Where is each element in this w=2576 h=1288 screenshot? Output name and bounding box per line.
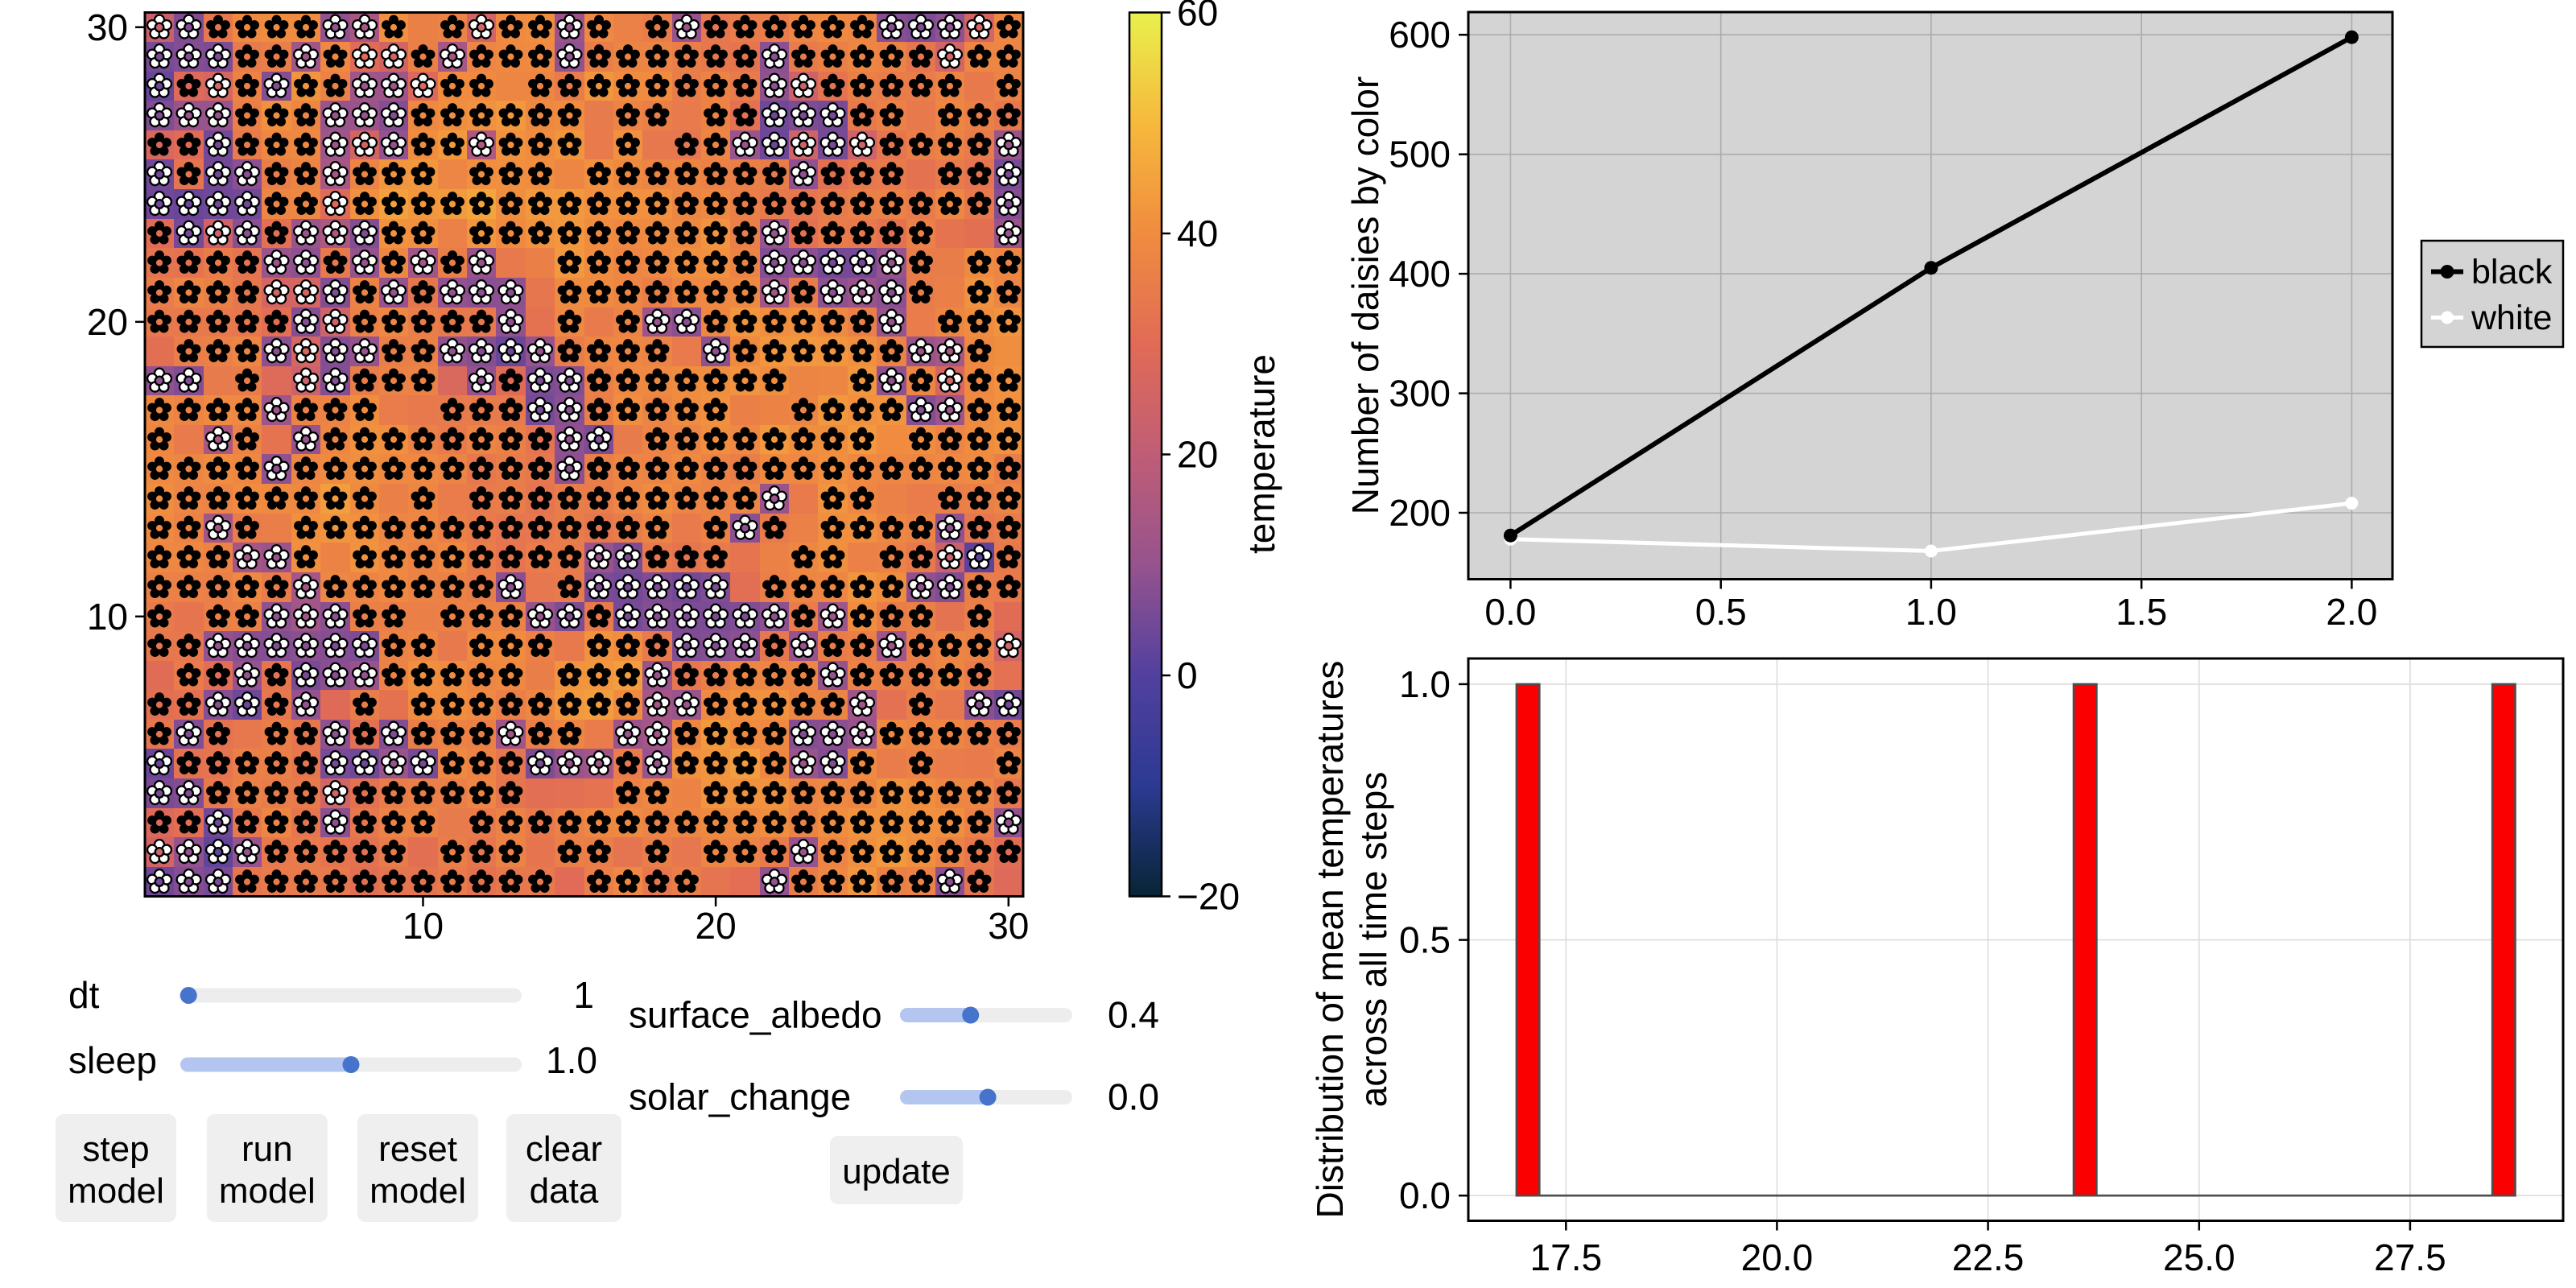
svg-text:−20: −20 xyxy=(1177,876,1240,918)
svg-text:25.0: 25.0 xyxy=(2163,1236,2235,1278)
svg-text:Distribution of mean temperatu: Distribution of mean temperatures xyxy=(1309,661,1351,1219)
svg-text:0.4: 0.4 xyxy=(1108,994,1159,1036)
svg-text:update: update xyxy=(842,1152,951,1191)
svg-text:0.0: 0.0 xyxy=(1399,1174,1451,1216)
svg-text:1.5: 1.5 xyxy=(2116,591,2167,633)
svg-text:clear: clear xyxy=(526,1129,602,1169)
svg-text:40: 40 xyxy=(1177,213,1218,254)
svg-text:model: model xyxy=(369,1171,466,1211)
svg-text:1.0: 1.0 xyxy=(1399,663,1451,705)
svg-text:reset: reset xyxy=(378,1129,457,1169)
svg-text:black: black xyxy=(2471,253,2553,291)
svg-text:1: 1 xyxy=(573,974,594,1016)
svg-text:60: 60 xyxy=(1177,0,1218,34)
svg-text:dt: dt xyxy=(68,974,100,1016)
svg-text:10: 10 xyxy=(87,596,128,638)
svg-text:20: 20 xyxy=(87,301,128,343)
svg-text:model: model xyxy=(68,1171,164,1211)
svg-text:600: 600 xyxy=(1389,14,1451,56)
svg-text:1.0: 1.0 xyxy=(546,1039,597,1081)
svg-text:1.0: 1.0 xyxy=(1905,591,1957,633)
svg-text:17.5: 17.5 xyxy=(1530,1236,1603,1278)
svg-text:across all time steps: across all time steps xyxy=(1352,772,1394,1108)
svg-text:surface_albedo: surface_albedo xyxy=(629,994,882,1036)
svg-text:0.5: 0.5 xyxy=(1399,919,1451,961)
svg-text:200: 200 xyxy=(1389,492,1451,534)
svg-text:20.0: 20.0 xyxy=(1741,1236,1814,1278)
svg-text:0.0: 0.0 xyxy=(1484,591,1536,633)
svg-text:300: 300 xyxy=(1389,373,1451,415)
svg-text:0.5: 0.5 xyxy=(1695,591,1747,633)
svg-text:run: run xyxy=(242,1129,293,1169)
svg-text:10: 10 xyxy=(402,905,444,947)
svg-text:0.0: 0.0 xyxy=(1108,1076,1159,1118)
svg-text:20: 20 xyxy=(696,905,737,947)
svg-text:sleep: sleep xyxy=(68,1039,157,1081)
svg-text:step: step xyxy=(82,1129,149,1169)
svg-text:temperature: temperature xyxy=(1241,354,1282,554)
svg-text:30: 30 xyxy=(87,6,128,48)
svg-text:2.0: 2.0 xyxy=(2326,591,2377,633)
svg-text:20: 20 xyxy=(1177,434,1218,476)
svg-text:400: 400 xyxy=(1389,253,1451,295)
svg-text:22.5: 22.5 xyxy=(1952,1236,2025,1278)
svg-text:solar_change: solar_change xyxy=(629,1076,851,1118)
svg-text:white: white xyxy=(2471,299,2552,337)
svg-text:model: model xyxy=(219,1171,316,1211)
svg-text:30: 30 xyxy=(988,905,1029,947)
svg-text:500: 500 xyxy=(1389,134,1451,175)
svg-text:27.5: 27.5 xyxy=(2374,1236,2446,1278)
svg-text:0: 0 xyxy=(1177,654,1198,696)
svg-text:Number of daisies by color: Number of daisies by color xyxy=(1344,76,1386,515)
svg-text:data: data xyxy=(530,1171,599,1211)
